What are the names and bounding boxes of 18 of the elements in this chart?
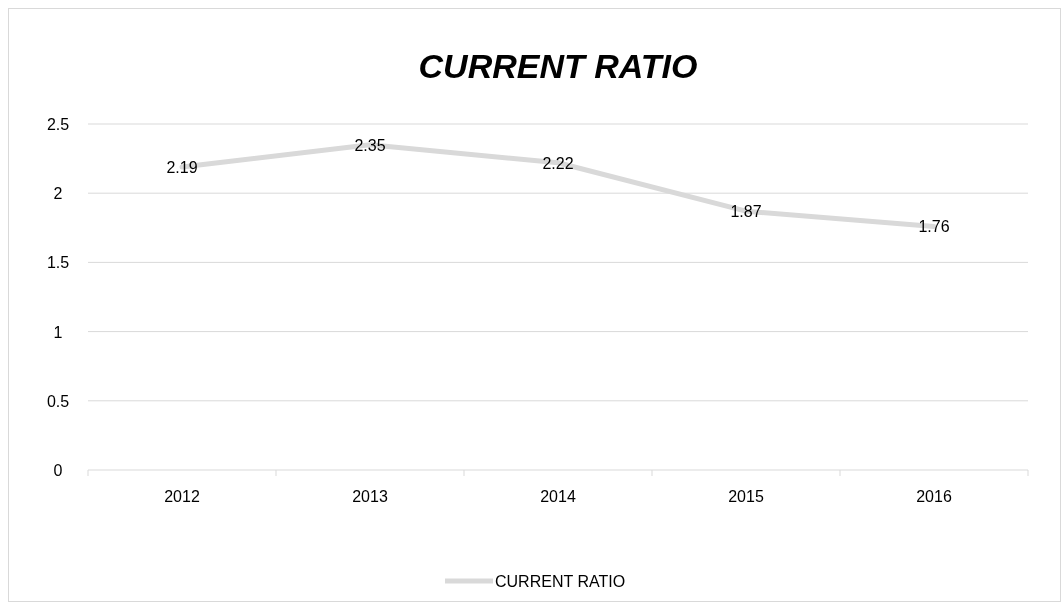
x-tick-label: 2014 <box>540 488 576 505</box>
data-label: 1.87 <box>730 203 762 221</box>
data-label: 2.19 <box>166 158 198 176</box>
x-tick-label: 2013 <box>352 488 388 505</box>
y-tick-label: 2.5 <box>46 116 70 133</box>
y-tick-label: 0 <box>53 462 63 479</box>
x-tick-label: 2012 <box>164 488 200 505</box>
x-tick-label: 2015 <box>728 488 764 505</box>
x-tick-label: 2016 <box>916 488 952 505</box>
data-label: 2.22 <box>542 154 574 172</box>
chart-title: CURRENT RATIO <box>418 47 698 85</box>
y-tick-label: 2 <box>53 185 63 203</box>
data-label: 1.76 <box>918 218 950 236</box>
y-tick-label: 1 <box>53 323 63 341</box>
y-tick-label: 1.5 <box>46 254 70 272</box>
legend-label: CURRENT RATIO <box>495 573 626 590</box>
y-tick-label: 0.5 <box>46 392 70 410</box>
data-label: 2.35 <box>354 136 386 154</box>
